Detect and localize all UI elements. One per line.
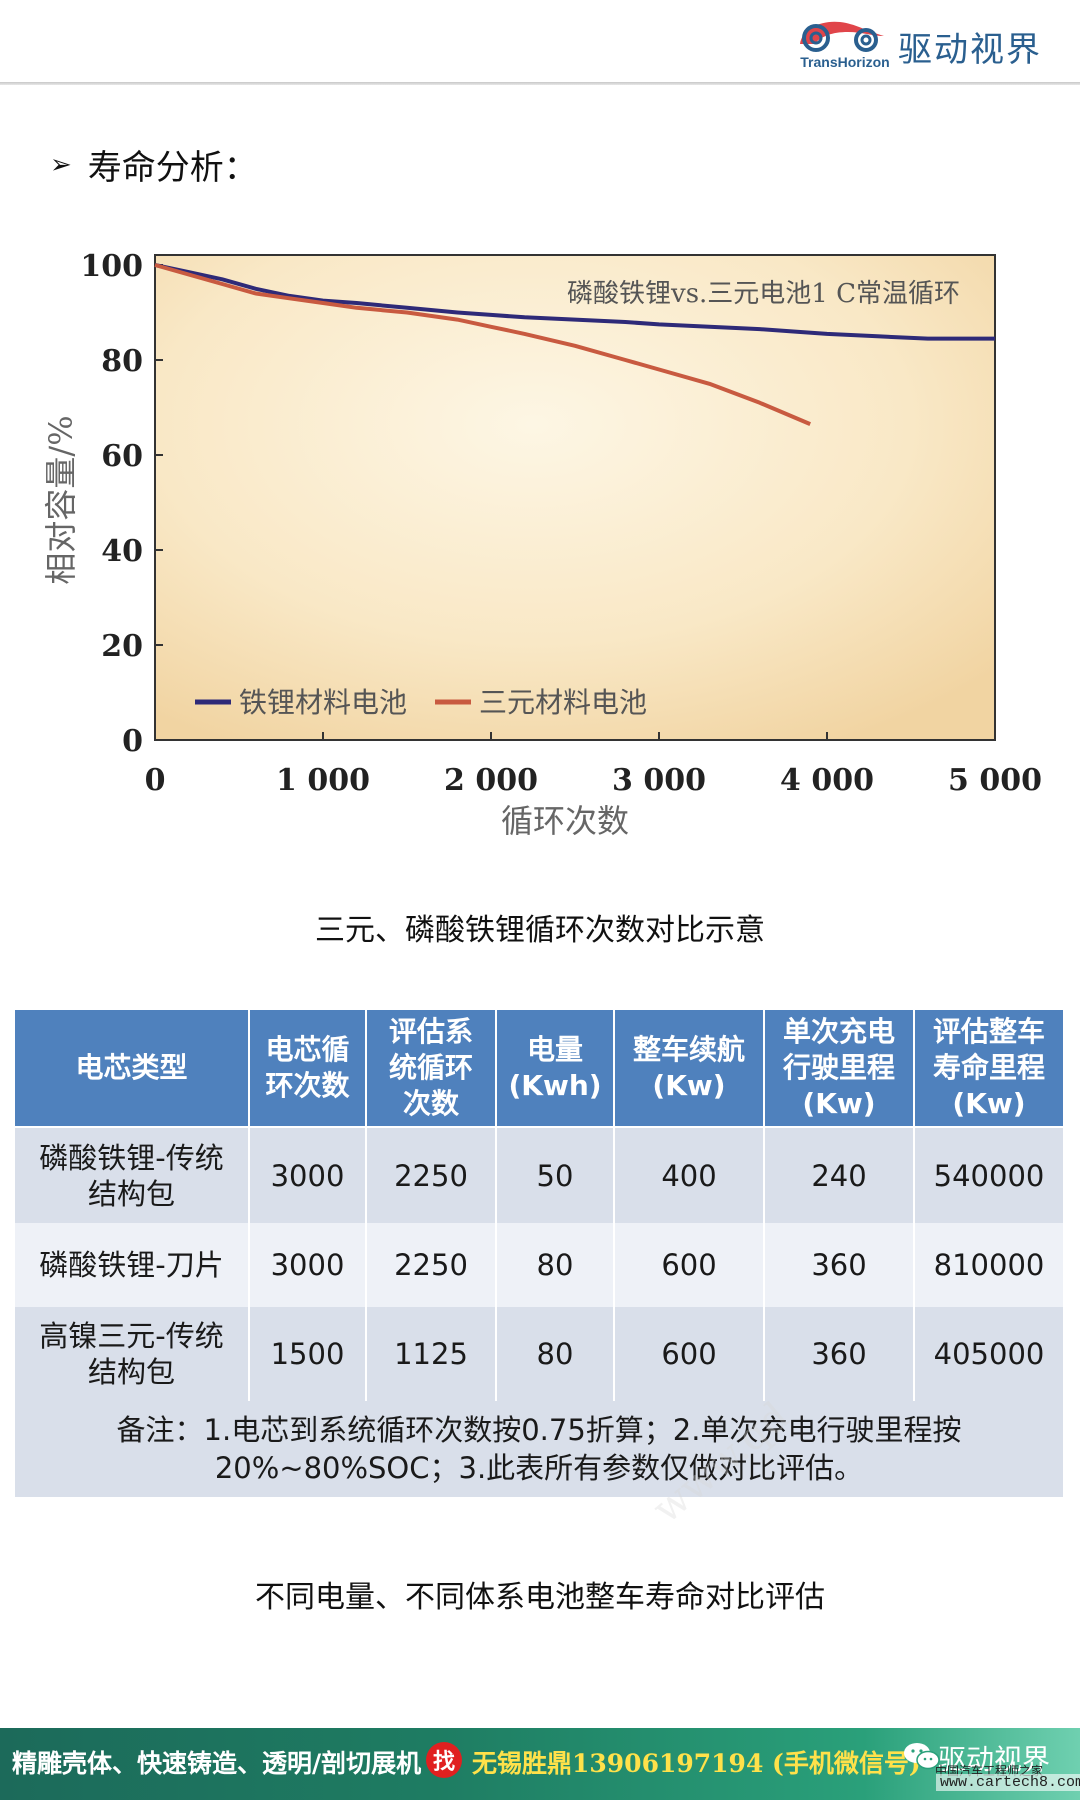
y-tick-label: 100: [80, 249, 143, 284]
table-cell: 磷酸铁锂-刀片: [13, 1223, 250, 1307]
column-header: 电芯类型: [13, 1008, 250, 1128]
brand-logo: 驱动视界 TransHorizon: [790, 14, 1070, 74]
legend-label: 铁锂材料电池: [239, 686, 407, 719]
chart-x-axis-label: 循环次数: [501, 802, 629, 840]
chart-y-axis-label: 相对容量/%: [42, 415, 80, 584]
column-header: 单次充电 行驶里程 (Kw): [763, 1008, 915, 1128]
table-note-row: 备注：1.电芯到系统循环次数按0.75折算；2.单次充电行驶里程按 20%~80…: [13, 1401, 1065, 1497]
footer-brand: 驱动视界: [938, 1743, 1051, 1776]
plot-area: [154, 254, 996, 741]
chart-title: 磷酸铁锂vs.三元电池1 C常温循环: [567, 279, 960, 309]
x-tick-label: 5 000: [948, 763, 1042, 798]
table-cell: 3000: [248, 1127, 367, 1223]
y-tick-label: 40: [101, 534, 143, 569]
table-cell: 810000: [913, 1223, 1065, 1307]
series-line-2: [154, 263, 811, 426]
table-cell: 360: [763, 1223, 915, 1307]
table-caption: 不同电量、不同体系电池整车寿命对比评估: [255, 1580, 825, 1615]
column-header: 电芯循 环次数: [248, 1008, 367, 1128]
find-badge: 找: [426, 1742, 462, 1778]
table-cell: 高镍三元-传统 结构包: [13, 1307, 250, 1401]
section-heading: ➢ 寿命分析：: [50, 140, 258, 189]
y-tick-label: 20: [101, 629, 143, 664]
y-tick-label: 0: [122, 724, 143, 759]
table-cell: 1500: [248, 1307, 367, 1401]
column-header: 评估系 统循环 次数: [365, 1008, 497, 1128]
footer-banner: 精雕壳体、快速铸造、透明/剖切展机 找 无锡胜鼎13906197194 (手机微…: [0, 1728, 1080, 1800]
table-row: 高镍三元-传统 结构包 1500 1125 80 600 360 405000: [13, 1307, 1065, 1401]
table-note: 备注：1.电芯到系统循环次数按0.75折算；2.单次充电行驶里程按 20%~80…: [13, 1401, 1065, 1497]
table-cell: 50: [495, 1127, 615, 1223]
y-tick-label: 60: [101, 439, 143, 474]
table-cell: 600: [613, 1307, 765, 1401]
x-tick-label: 3 000: [612, 763, 706, 798]
table-header-row: 电芯类型 电芯循 环次数 评估系 统循环 次数 电量 (Kwh) 整车续航 (K…: [13, 1008, 1065, 1128]
column-header: 整车续航 (Kw): [613, 1008, 765, 1128]
table-cell: 2250: [365, 1127, 497, 1223]
header-divider: [0, 82, 1080, 85]
table-cell: 240: [763, 1127, 915, 1223]
series-line-1: [154, 263, 995, 341]
table-cell: 1125: [365, 1307, 497, 1401]
x-tick-label: 2 000: [444, 763, 538, 798]
legend-label: 三元材料电池: [479, 686, 647, 719]
x-tick-label: 1 000: [276, 763, 370, 798]
x-tick-label: 4 000: [780, 763, 874, 798]
footer-site-url: www.cartech8.com: [936, 1774, 1080, 1791]
table-cell: 405000: [913, 1307, 1065, 1401]
arrow-bullet-icon: ➢: [50, 149, 72, 180]
table-cell: 80: [495, 1307, 615, 1401]
x-tick-label: 0: [145, 763, 166, 798]
footer-service-text: 精雕壳体、快速铸造、透明/剖切展机: [12, 1749, 422, 1778]
section-title: 寿命分析：: [87, 148, 258, 188]
life-comparison-table: 电芯类型 电芯循 环次数 评估系 统循环 次数 电量 (Kwh) 整车续航 (K…: [13, 1008, 1065, 1497]
table-cell: 3000: [248, 1223, 367, 1307]
brand-subtitle: TransHorizon: [800, 54, 890, 70]
table-cell: 80: [495, 1223, 615, 1307]
wechat-icon: [904, 1743, 940, 1770]
table-cell: 2250: [365, 1223, 497, 1307]
table-cell: 600: [613, 1223, 765, 1307]
table-cell: 360: [763, 1307, 915, 1401]
brand-logo-mark-icon: [800, 21, 884, 52]
table-cell: 磷酸铁锂-传统 结构包: [13, 1127, 250, 1223]
table-row: 磷酸铁锂-传统 结构包 3000 2250 50 400 240 540000: [13, 1127, 1065, 1223]
column-header: 电量 (Kwh): [495, 1008, 615, 1128]
table-cell: 400: [613, 1127, 765, 1223]
brand-name: 驱动视界: [898, 30, 1042, 70]
table-cell: 540000: [913, 1127, 1065, 1223]
table-row: 磷酸铁锂-刀片 3000 2250 80 600 360 810000: [13, 1223, 1065, 1307]
column-header: 评估整车 寿命里程 (Kw): [913, 1008, 1065, 1128]
y-tick-label: 80: [101, 344, 143, 379]
footer-contact-text: 无锡胜鼎13906197194 (手机微信号): [472, 1749, 921, 1778]
chart-caption: 三元、磷酸铁锂循环次数对比示意: [315, 913, 765, 948]
